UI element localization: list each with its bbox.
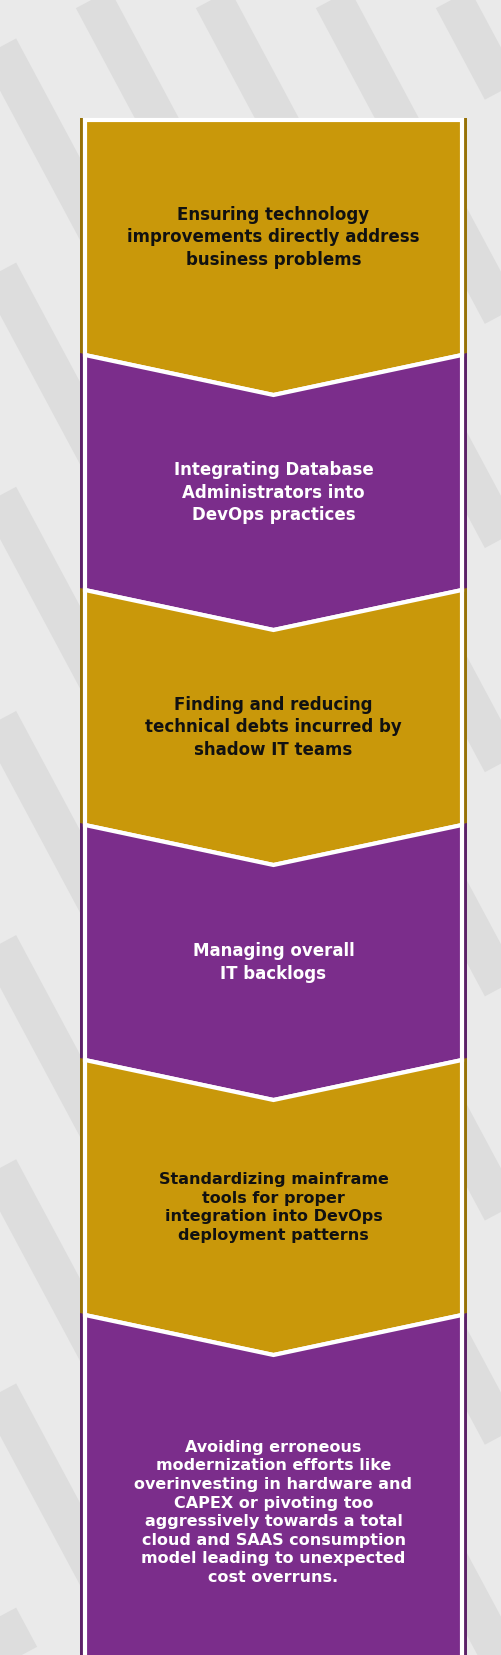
Text: Integrating Database
Administrators into
DevOps practices: Integrating Database Administrators into…: [174, 462, 373, 523]
Polygon shape: [85, 356, 462, 631]
Polygon shape: [80, 118, 467, 397]
Polygon shape: [85, 589, 462, 866]
Polygon shape: [85, 1316, 462, 1655]
Polygon shape: [80, 823, 467, 1102]
Text: Finding and reducing
technical debts incurred by
shadow IT teams: Finding and reducing technical debts inc…: [145, 697, 402, 758]
Text: Managing overall
IT backlogs: Managing overall IT backlogs: [192, 942, 354, 983]
Polygon shape: [80, 588, 467, 867]
Polygon shape: [85, 121, 462, 396]
Polygon shape: [80, 353, 467, 632]
Polygon shape: [80, 1058, 467, 1357]
Text: Standardizing mainframe
tools for proper
integration into DevOps
deployment patt: Standardizing mainframe tools for proper…: [158, 1172, 388, 1243]
Polygon shape: [85, 1059, 462, 1355]
Polygon shape: [80, 1312, 467, 1655]
Text: Avoiding erroneous
modernization efforts like
overinvesting in hardware and
CAPE: Avoiding erroneous modernization efforts…: [134, 1440, 412, 1585]
Text: Ensuring technology
improvements directly address
business problems: Ensuring technology improvements directl…: [127, 207, 420, 268]
Polygon shape: [85, 824, 462, 1101]
